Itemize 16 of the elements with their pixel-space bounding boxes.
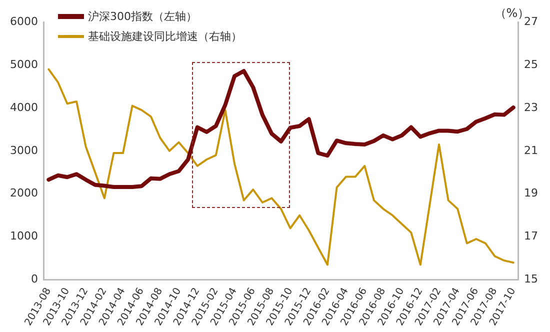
y2-tick-label: 23 bbox=[524, 100, 538, 114]
y-tick-label: 5000 bbox=[10, 58, 38, 71]
legend-label: 沪深300指数（左轴） bbox=[88, 8, 197, 24]
y-tick-label: 1000 bbox=[10, 230, 38, 243]
y2-tick-label: 21 bbox=[524, 144, 538, 157]
y2-tick-label: 27 bbox=[524, 14, 538, 28]
y2-tick-label: 25 bbox=[524, 58, 538, 71]
legend-label: 基础设施建设同比增速（右轴） bbox=[88, 28, 242, 44]
y-tick-label: 6000 bbox=[10, 14, 38, 28]
y-tick-label: 0 bbox=[30, 272, 38, 286]
y-tick-label: 3000 bbox=[10, 144, 38, 157]
y2-tick-label: 15 bbox=[524, 272, 538, 286]
y2-tick-label: 19 bbox=[524, 186, 538, 200]
y-tick-label: 4000 bbox=[10, 100, 38, 114]
y2-tick-label: 17 bbox=[524, 230, 538, 243]
y-tick-label: 2000 bbox=[10, 186, 38, 200]
